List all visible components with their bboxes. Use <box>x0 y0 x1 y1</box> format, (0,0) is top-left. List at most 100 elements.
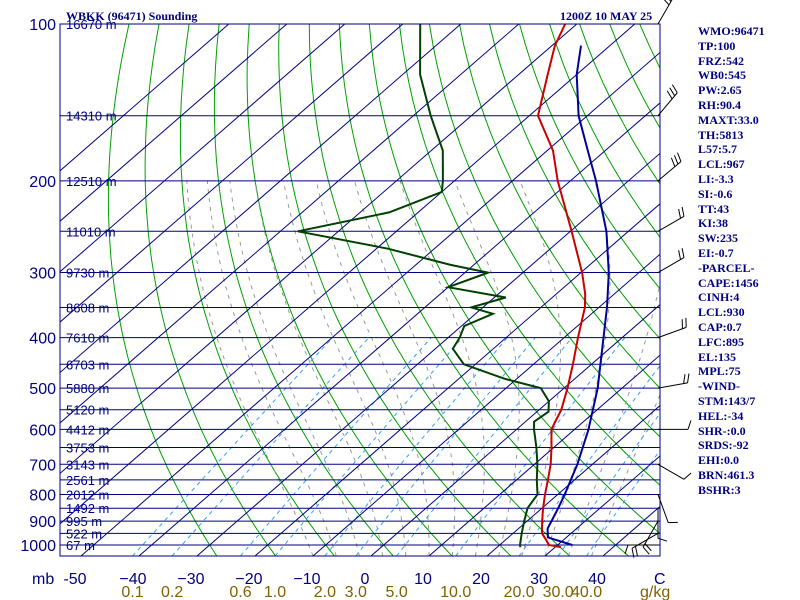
pressure-tick-label: 1000 <box>20 538 56 555</box>
stat-item: SI:-0.6 <box>698 186 733 201</box>
mixing-ratio-label: 10.0 <box>440 584 471 600</box>
stat-item: LCL:967 <box>698 157 745 172</box>
stat-item: RH:90.4 <box>698 97 741 112</box>
dry-adiabat <box>489 24 660 340</box>
parcel-line <box>546 45 610 546</box>
height-label: 3143 m <box>66 457 109 472</box>
dry-adiabat <box>760 24 800 556</box>
dewpoint-line <box>297 24 550 548</box>
mixing-ratio-label: 0.6 <box>229 584 251 600</box>
stat-item: HEL:-34 <box>698 408 744 423</box>
pressure-tick-label: 400 <box>29 331 56 348</box>
stat-item: L57:5.7 <box>698 142 737 157</box>
moist-adiabat <box>519 180 561 556</box>
height-label: 7610 m <box>66 331 109 346</box>
stat-item: CINH:4 <box>698 290 740 305</box>
temperature-line <box>536 24 587 549</box>
moist-adiabat <box>454 180 520 556</box>
isotherm <box>312 253 660 556</box>
station-title: WBKK (96471) Sounding <box>66 9 198 23</box>
mixing-ratio-label: 0.1 <box>121 584 143 600</box>
dry-adiabat <box>459 24 660 389</box>
stat-item: LI:-3.3 <box>698 171 734 186</box>
mixing-ratio-line <box>240 337 432 556</box>
mixing-ratio-line <box>171 337 370 556</box>
wind-barb <box>657 317 687 339</box>
isotherm <box>486 404 660 556</box>
height-label: 2561 m <box>66 473 109 488</box>
isotherm <box>60 24 288 222</box>
temperature-tick-label: 10 <box>414 571 432 588</box>
wind-barb <box>631 532 659 558</box>
pressure-tick-label: 600 <box>29 422 56 439</box>
moist-adiabat <box>283 180 407 556</box>
stat-item: WB0:545 <box>698 68 746 83</box>
height-label: 6703 m <box>66 357 109 372</box>
plot-frame <box>59 23 661 557</box>
stat-item: -PARCEL- <box>698 260 755 275</box>
temperature-tick-label: 0 <box>361 571 370 588</box>
wind-barb <box>657 152 682 182</box>
dry-adiabat <box>107 24 218 556</box>
stats-panel: WMO:96471 TP:100 FRZ:542 WB0:545 PW:2.65 RH:9… <box>698 24 765 498</box>
stat-item: LFC:895 <box>698 334 744 349</box>
moist-adiabat <box>229 180 360 556</box>
stat-item: SRDS:-92 <box>698 438 749 453</box>
height-label: 5120 m <box>66 403 109 418</box>
mixing-ratio-label: 20.0 <box>504 584 535 600</box>
temperature-unit: C <box>654 571 666 588</box>
stat-item: TP:100 <box>698 38 736 53</box>
stat-item: STM:143/7 <box>698 393 756 408</box>
isotherm <box>60 24 462 374</box>
stat-item: MPL:75 <box>698 364 741 379</box>
wind-barb <box>624 544 658 555</box>
isotherm <box>60 24 578 475</box>
isotherm <box>60 24 636 525</box>
temperature-tick-label: −10 <box>293 571 320 588</box>
isotherm <box>428 354 660 556</box>
stat-item: WMO:96471 <box>698 24 765 38</box>
mixing-ratio-line <box>355 337 536 556</box>
temperature-tick-label: −20 <box>235 571 262 588</box>
mixing-ratio-label: 0.2 <box>161 584 183 600</box>
moist-adiabat <box>206 180 337 556</box>
stat-item: EL:135 <box>698 349 737 364</box>
height-label: 4412 m <box>66 422 109 437</box>
stat-item: MAXT:33.0 <box>698 112 759 127</box>
dry-adiabat <box>398 24 660 486</box>
height-label: 1492 m <box>66 501 109 516</box>
moist-adiabat <box>315 180 430 556</box>
isotherm <box>544 455 660 556</box>
isotherm <box>60 24 230 172</box>
height-label: 8608 m <box>66 300 109 315</box>
temperature-tick-label: 30 <box>530 571 548 588</box>
temperature-tick-label: 40 <box>588 571 606 588</box>
dry-adiabat <box>579 24 660 185</box>
stat-item: KI:38 <box>698 216 728 231</box>
stat-item: TH:5813 <box>698 127 744 142</box>
height-label: 5880 m <box>66 381 109 396</box>
height-label: 11010 m <box>66 224 116 239</box>
stat-item: -WIND- <box>698 379 740 394</box>
height-label: 9730 m <box>66 266 109 281</box>
pressure-tick-label: 300 <box>29 266 56 283</box>
height-label: 522 m <box>66 526 102 541</box>
isotherm <box>60 24 520 424</box>
mixing-ratio-label: 3.0 <box>345 584 367 600</box>
stat-item: BRN:461.3 <box>698 467 755 482</box>
stat-item: PW:2.65 <box>698 83 742 98</box>
height-label: 12510 m <box>66 174 117 189</box>
isotherm <box>80 51 660 556</box>
moist-adiabat <box>544 180 611 556</box>
isotherm <box>138 102 660 556</box>
isotherm <box>370 304 660 556</box>
dry-adiabat <box>246 24 453 556</box>
plot-area <box>60 24 800 556</box>
mixing-ratio-label: 5.0 <box>385 584 407 600</box>
pressure-tick-label: 800 <box>29 487 56 504</box>
temperature-tick-label: −30 <box>177 571 204 588</box>
wind-barb <box>657 373 690 389</box>
stat-item: SW:235 <box>698 231 739 246</box>
mixing-ratio-label: 2.0 <box>314 584 336 600</box>
mixing-ratio-label: 40.0 <box>571 584 602 600</box>
